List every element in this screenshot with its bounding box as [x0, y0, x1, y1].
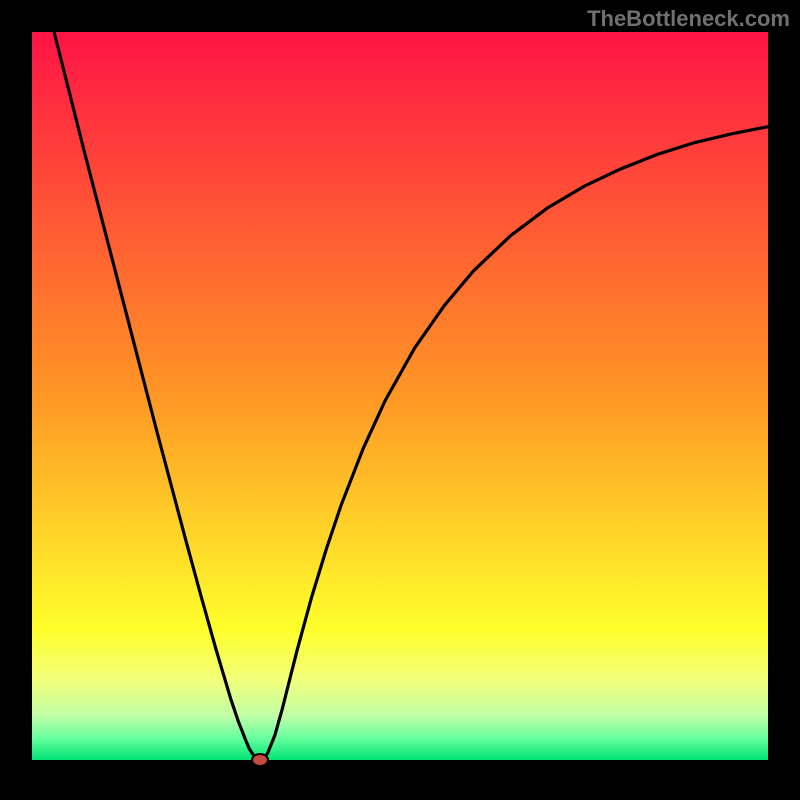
curve-layer [32, 32, 768, 760]
optimum-marker [251, 753, 269, 767]
bottleneck-curve [54, 32, 768, 760]
bottleneck-chart [32, 32, 768, 760]
watermark-text: TheBottleneck.com [587, 6, 790, 32]
